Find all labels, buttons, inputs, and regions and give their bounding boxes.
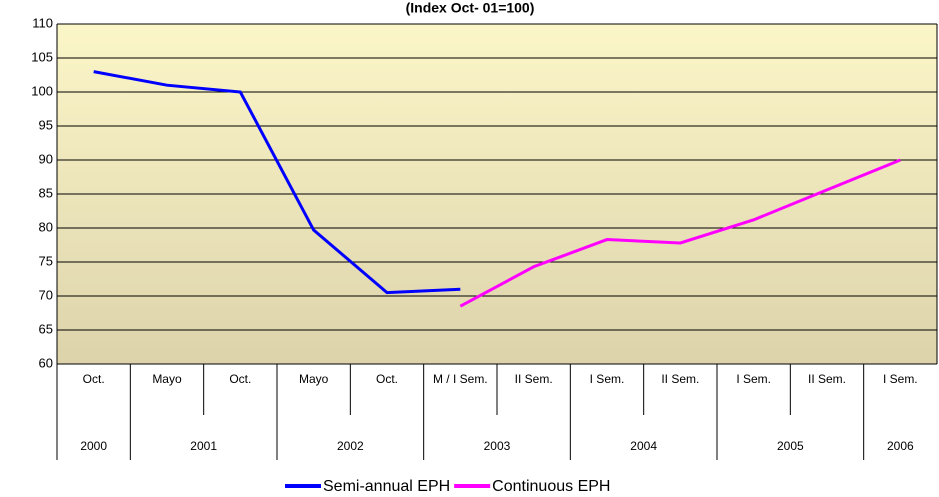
x-tick-label: I Sem. — [589, 372, 625, 386]
legend-label: Semi-annual EPH — [323, 478, 450, 495]
series-line — [93, 70, 461, 295]
x-tick-label: Oct. — [375, 372, 398, 386]
y-tick-label: 60 — [39, 355, 53, 370]
x-tick-label: I Sem. — [736, 372, 771, 386]
x-tick-label: II Sem. — [514, 372, 553, 386]
year-label: 2001 — [190, 439, 217, 453]
y-tick-label: 100 — [31, 83, 53, 98]
legend-label: Continuous EPH — [492, 478, 610, 495]
year-label: 2003 — [483, 439, 511, 453]
year-label: 2006 — [886, 439, 914, 453]
x-tick-label: II Sem. — [661, 372, 700, 386]
year-label: 2002 — [336, 439, 364, 453]
x-tick-label: Mayo — [298, 372, 329, 386]
x-tick-label: Mayo — [152, 372, 182, 386]
chart-title: (Index Oct- 01=100) — [406, 0, 535, 16]
x-tick-label: I Sem. — [882, 372, 918, 386]
y-tick-label: 90 — [39, 151, 53, 166]
series-line — [459, 158, 901, 308]
year-label: 2005 — [776, 439, 804, 453]
year-label: 2000 — [80, 439, 108, 453]
y-tick-label: 70 — [39, 287, 53, 302]
y-tick-label: 85 — [39, 185, 53, 200]
y-tick-label: 75 — [39, 253, 53, 268]
y-tick-label: 80 — [39, 219, 53, 234]
x-tick-label: M / I Sem. — [432, 372, 488, 386]
x-tick-label: II Sem. — [807, 372, 846, 386]
y-tick-label: 105 — [31, 49, 53, 64]
y-tick-label: 95 — [39, 117, 53, 132]
year-label: 2004 — [630, 439, 657, 453]
x-tick-label: Oct. — [229, 372, 252, 386]
y-tick-label: 110 — [32, 15, 53, 30]
y-tick-label: 65 — [39, 321, 53, 336]
x-tick-label: Oct. — [82, 372, 105, 386]
